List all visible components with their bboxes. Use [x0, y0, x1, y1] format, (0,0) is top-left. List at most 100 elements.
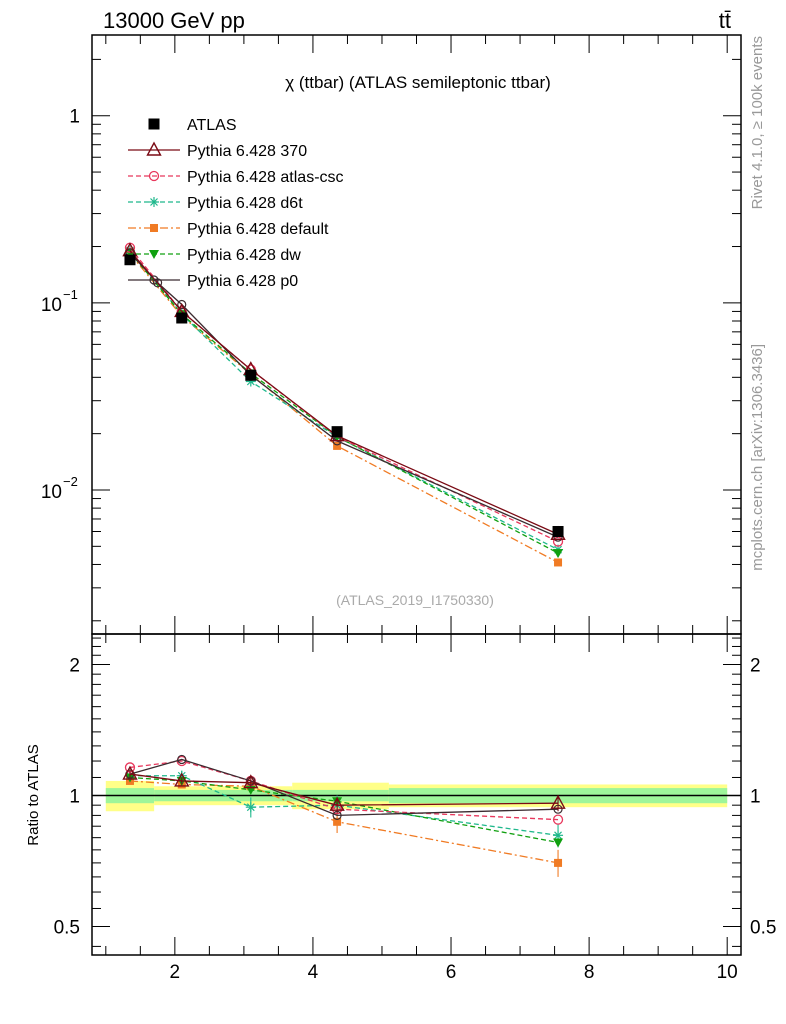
ratio-point-370 — [550, 794, 566, 809]
marker-square — [333, 441, 342, 450]
marker-square — [554, 558, 563, 567]
marker-triangle-down — [553, 549, 564, 559]
legend-label-atlas-csc: Pythia 6.428 atlas-csc — [187, 169, 344, 186]
mcplots-label: mcplots.cern.ch [arXiv:1306.3436] — [749, 344, 766, 571]
ratio-point-370 — [174, 772, 190, 787]
series-line-dw — [129, 252, 559, 554]
ratio-point-370 — [329, 796, 345, 811]
ratio-point-p0 — [177, 754, 187, 765]
point-ATLAS — [245, 369, 257, 381]
process-label: tt̄ — [719, 8, 731, 33]
marker-triangle-down — [149, 250, 159, 259]
marker-square — [148, 118, 160, 130]
series-line-370 — [129, 250, 559, 535]
ratio-y-tick-label-right-2: 2 — [750, 655, 761, 676]
legend-label-ATLAS: ATLAS — [187, 117, 237, 134]
point-default — [333, 441, 342, 450]
y-tick-label-0.1: 10 — [41, 295, 62, 316]
point-ATLAS — [331, 426, 343, 438]
legend-item-default: Pythia 6.428 default — [128, 221, 329, 238]
x-tick-label-2: 2 — [170, 962, 181, 983]
legend-marker-default — [150, 224, 158, 232]
point-dw — [553, 549, 564, 559]
x-tick-label-4: 4 — [308, 962, 319, 983]
marker-square — [333, 817, 342, 826]
legend-label-d6t: Pythia 6.428 d6t — [187, 195, 303, 212]
marker-triangle — [174, 772, 190, 787]
ratio-point-atlas-csc — [552, 814, 564, 825]
analysis-watermark: (ATLAS_2019_I1750330) — [336, 592, 494, 608]
marker-circle — [177, 754, 187, 765]
series-line-atlas-csc — [129, 247, 559, 543]
marker-asterisk-stroke — [554, 831, 562, 840]
y-tick-label-0.01-exponent: −2 — [63, 474, 78, 489]
ratio-point-default — [333, 817, 342, 826]
legend-item-d6t: Pythia 6.428 d6t — [128, 195, 303, 212]
legend: ATLAS Pythia 6.428 370 Pythia 6.428 atlas-… — [128, 117, 344, 290]
point-default — [554, 558, 563, 567]
marker-triangle-down — [553, 838, 564, 848]
legend-item-ATLAS: ATLAS — [148, 117, 237, 134]
marker-triangle — [550, 794, 566, 809]
legend-marker-atlas-csc — [148, 170, 160, 182]
point-ATLAS — [176, 312, 188, 324]
marker-circle — [552, 814, 564, 825]
marker-square — [150, 224, 158, 232]
y-tick-label-1: 1 — [69, 107, 80, 128]
x-tick-label-10: 10 — [717, 962, 738, 983]
series-line-p0 — [129, 252, 559, 538]
point-ATLAS — [552, 526, 564, 538]
ratio-point-default — [554, 858, 563, 867]
ratio-point-370 — [243, 774, 259, 789]
marker-triangle — [329, 796, 345, 811]
legend-item-370: Pythia 6.428 370 — [128, 141, 307, 160]
ratio-point-dw — [553, 838, 564, 848]
energy-label: 13000 GeV pp — [103, 8, 245, 33]
main-series-layer — [122, 242, 566, 567]
marker-square — [176, 312, 188, 324]
legend-label-p0: Pythia 6.428 p0 — [187, 273, 298, 290]
legend-item-atlas-csc: Pythia 6.428 atlas-csc — [128, 169, 344, 186]
marker-square — [124, 254, 136, 266]
marker-triangle — [122, 765, 138, 780]
x-axis: 2 4 6 8 10 — [105, 35, 738, 983]
point-ATLAS — [124, 254, 136, 266]
marker-circle — [177, 299, 187, 310]
chart-title: χ (ttbar) (ATLAS semileptonic ttbar) — [285, 73, 551, 92]
series-line-default — [129, 253, 559, 564]
ratio-point-370 — [122, 765, 138, 780]
legend-marker-dw — [149, 250, 159, 259]
ratio-y-tick-label-1: 1 — [69, 786, 80, 807]
ratio-series-layer — [122, 754, 566, 877]
ratio-line-default — [129, 780, 559, 864]
marker-circle — [148, 170, 160, 182]
legend-marker-370 — [146, 141, 162, 156]
ratio-y-axis: 2 2 1 1 0.5 0.5 — [54, 637, 776, 947]
series-line-d6t — [129, 250, 559, 551]
ratio-point-d6t — [245, 802, 256, 813]
ratio-plot-frame — [91, 633, 742, 956]
marker-square — [552, 526, 564, 538]
ratio-panel: 2 2 1 1 0.5 0.5 2 4 6 8 10 Ratio to ATLAS — [25, 35, 776, 983]
legend-marker-ATLAS — [148, 118, 160, 130]
point-p0 — [177, 299, 187, 310]
marker-triangle — [243, 774, 259, 789]
marker-circle — [149, 275, 159, 285]
legend-item-p0: Pythia 6.428 p0 — [128, 273, 298, 290]
legend-label-dw: Pythia 6.428 dw — [187, 247, 301, 264]
legend-label-default: Pythia 6.428 default — [187, 221, 329, 238]
ratio-y-label: Ratio to ATLAS — [25, 744, 42, 845]
x-tick-label-6: 6 — [446, 962, 457, 983]
y-tick-label-0.01: 10 — [41, 482, 62, 503]
legend-item-dw: Pythia 6.428 dw — [128, 247, 301, 264]
marker-square — [331, 426, 343, 438]
ratio-y-tick-label-0.5: 0.5 — [54, 917, 80, 938]
marker-square — [245, 369, 257, 381]
ratio-uncertainty-bands — [92, 780, 741, 812]
legend-marker-p0 — [149, 275, 159, 285]
y-tick-label-0.1-exponent: −1 — [63, 287, 78, 302]
legend-marker-d6t — [149, 197, 159, 207]
ratio-y-tick-label-right-0.5: 0.5 — [750, 917, 776, 938]
ratio-y-tick-label-2: 2 — [69, 655, 80, 676]
